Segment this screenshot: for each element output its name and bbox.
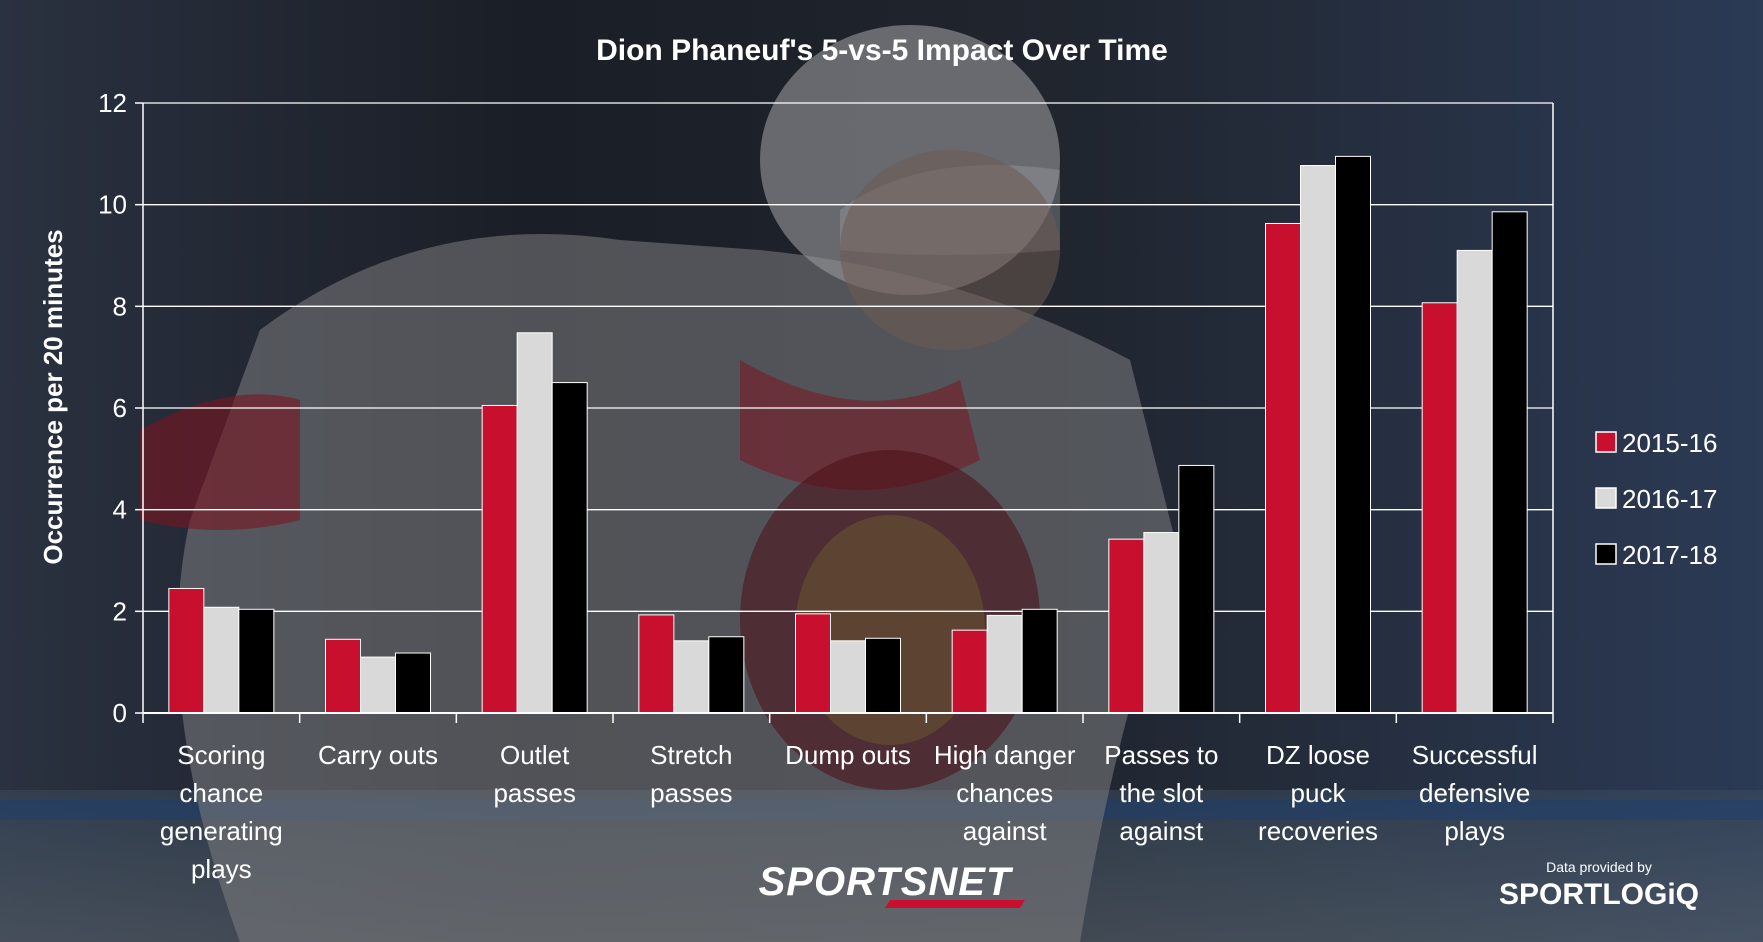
legend-item-2017-18: 2017-18 <box>1595 540 1717 570</box>
bar-2017-18-1 <box>395 652 431 714</box>
category-label: DZ loose puck recoveries <box>1258 740 1378 846</box>
category-label: Dump outs <box>785 740 911 770</box>
category-label: High danger chances against <box>934 740 1076 846</box>
y-tick-label: 12 <box>98 88 127 118</box>
data-credit-prefix: Data provided by <box>1546 859 1652 875</box>
sportsnet-logo-text: SPORTSNET <box>759 860 1014 904</box>
sportlogiq-logo: SPORTLOGiQ <box>1499 878 1699 911</box>
bar-2016-17-4 <box>830 640 866 714</box>
bar-2017-18-6 <box>1178 464 1215 714</box>
legend-swatch <box>1595 487 1617 509</box>
bar-2016-17-2 <box>516 332 553 714</box>
chart-title: Dion Phaneuf's 5-vs-5 Impact Over Time <box>596 34 1168 67</box>
category-label: Carry outs <box>318 740 438 770</box>
bar-2016-17-1 <box>360 656 396 714</box>
legend: 2015-16 2016-17 2017-18 <box>1595 428 1717 570</box>
bar-2015-16-7 <box>1265 222 1301 714</box>
bar-2016-17-8 <box>1456 249 1493 714</box>
legend-swatch <box>1595 543 1617 565</box>
bar-2015-16-2 <box>481 404 518 714</box>
sportsnet-logo: SPORTSNET <box>759 860 1025 908</box>
y-tick-label: 0 <box>113 698 127 728</box>
bar-series <box>168 155 1528 714</box>
bar-2015-16-0 <box>168 587 205 714</box>
category-label: Outlet passes <box>493 740 575 808</box>
axes <box>135 102 1554 723</box>
bar-2016-17-0 <box>203 606 240 714</box>
bar-2017-18-4 <box>865 637 901 714</box>
bar-2017-18-0 <box>238 608 275 714</box>
bar-2015-16-6 <box>1108 538 1145 714</box>
y-tick-label: 2 <box>113 596 127 626</box>
y-axis-ticks: 0 2 4 6 8 10 12 <box>98 88 127 728</box>
bar-2016-17-3 <box>673 640 710 714</box>
bar-2017-18-3 <box>708 636 745 714</box>
data-credit: Data provided by SPORTLOGiQ <box>1499 859 1699 911</box>
bar-2015-16-4 <box>795 613 831 714</box>
category-label: Stretch passes <box>650 740 732 808</box>
legend-item-2016-17: 2016-17 <box>1595 484 1717 514</box>
category-labels: Scoring chance generating plays Carry outs Ou… <box>160 740 1538 884</box>
category-label: Passes to the slot against <box>1104 740 1218 846</box>
bar-2016-17-5 <box>986 614 1023 714</box>
category-label: Scoring chance generating plays <box>160 740 283 884</box>
y-tick-label: 10 <box>98 190 127 220</box>
bar-2015-16-1 <box>325 638 361 714</box>
bar-2017-18-2 <box>551 382 588 714</box>
legend-item-2015-16: 2015-16 <box>1595 428 1717 458</box>
legend-label: 2016-17 <box>1622 484 1717 514</box>
bar-2016-17-6 <box>1143 532 1180 714</box>
bar-2017-18-5 <box>1021 608 1058 714</box>
y-tick-label: 6 <box>113 393 127 423</box>
category-label: Successful defensive plays <box>1412 740 1538 846</box>
bar-2017-18-7 <box>1335 155 1371 714</box>
legend-label: 2015-16 <box>1622 428 1717 458</box>
sportsnet-swoosh-icon <box>885 900 1025 908</box>
bar-2016-17-7 <box>1300 165 1336 714</box>
bar-2015-16-3 <box>638 614 675 714</box>
bar-2015-16-8 <box>1421 302 1458 714</box>
y-tick-label: 8 <box>113 291 127 321</box>
y-tick-label: 4 <box>113 495 127 525</box>
legend-label: 2017-18 <box>1622 540 1717 570</box>
bar-2015-16-5 <box>951 629 988 714</box>
legend-swatch <box>1595 431 1617 453</box>
y-axis-label: Occurrence per 20 minutes <box>38 229 68 564</box>
bar-2017-18-8 <box>1491 211 1528 714</box>
